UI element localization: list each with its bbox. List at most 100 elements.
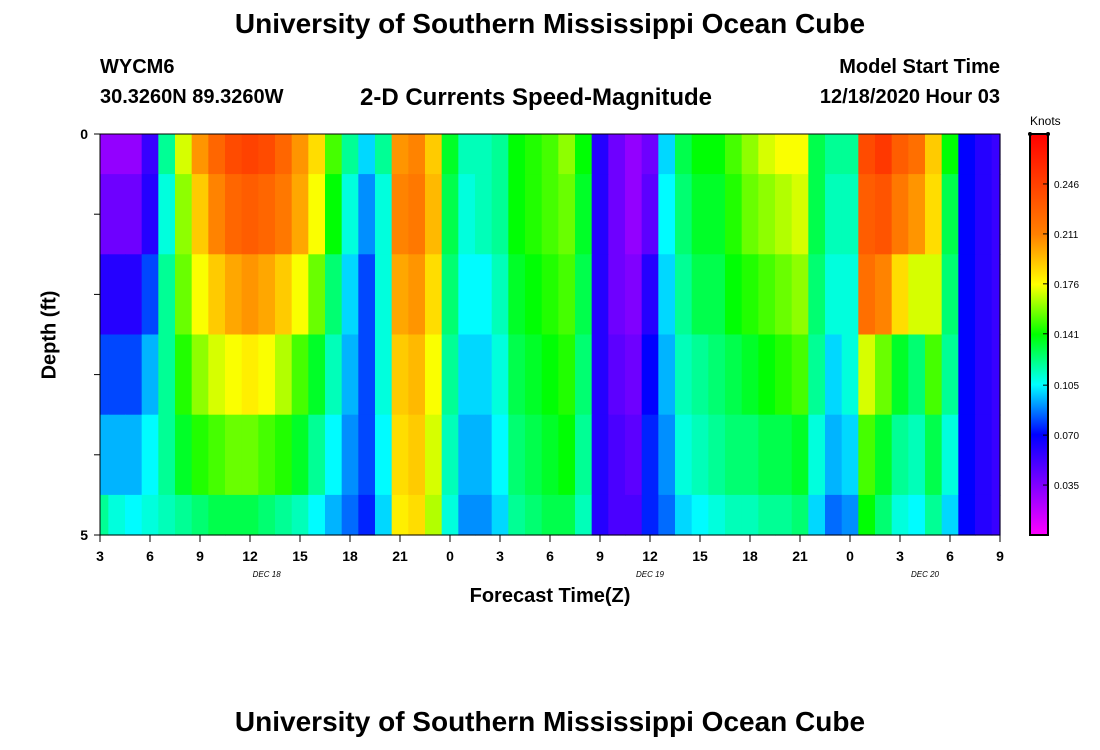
heatmap-cell (191, 334, 209, 416)
heatmap-cell (575, 494, 593, 536)
heatmap-cell (675, 174, 693, 255)
colorbar-units-label: Knots (1030, 114, 1061, 128)
heatmap-cell (591, 334, 609, 416)
heatmap-cell (358, 414, 376, 496)
heatmap-cell (441, 134, 459, 175)
heatmap-cell (525, 334, 543, 416)
heatmap-cell (508, 414, 526, 496)
heatmap-cell (975, 414, 993, 496)
heatmap-cell (275, 334, 293, 416)
heatmap-cell (775, 494, 793, 536)
heatmap-cell (808, 254, 826, 336)
heatmap-cell (258, 414, 276, 496)
heatmap-cell (541, 254, 559, 336)
heatmap-cell (158, 414, 176, 496)
heatmap-cell (475, 334, 493, 416)
heatmap-cell (475, 414, 493, 496)
heatmap-cell (458, 134, 476, 175)
heatmap-cell (941, 174, 959, 255)
heatmap-cell (725, 134, 743, 175)
heatmap-cell (141, 334, 159, 416)
heatmap-cell (541, 494, 559, 536)
heatmap-cell (641, 174, 659, 255)
heatmap-cell (125, 334, 143, 416)
heatmap-cell (458, 334, 476, 416)
heatmap-cell (975, 134, 993, 175)
heatmap-cell (158, 334, 176, 416)
heatmap-cell (791, 494, 809, 536)
heatmap-cell (925, 254, 943, 336)
heatmap-cell (208, 414, 226, 496)
colorbar-tick-label: 0.035 (1054, 481, 1079, 492)
colorbar-tick-label: 0.176 (1054, 280, 1079, 291)
heatmap-cell (275, 174, 293, 255)
heatmap-cell (358, 254, 376, 336)
heatmap-cell (408, 174, 426, 255)
heatmap-cell (291, 494, 309, 536)
chart-subtitle: 2-D Currents Speed-Magnitude (360, 84, 713, 111)
heatmap-cell (858, 494, 876, 536)
heatmap-cell (241, 174, 259, 255)
heatmap-cell (291, 334, 309, 416)
heatmap-cell (725, 334, 743, 416)
heatmap-cell (891, 254, 909, 336)
heatmap-cell (841, 134, 859, 175)
heatmap-cell (358, 494, 376, 536)
heatmap-cell (491, 254, 509, 336)
heatmap-cell (958, 254, 976, 336)
heatmap-cell (125, 414, 143, 496)
heatmap-cell (808, 494, 826, 536)
heatmap-cell (725, 174, 743, 255)
heatmap-cell (191, 494, 209, 536)
heatmap-cell (708, 414, 726, 496)
heatmap-cell (541, 174, 559, 255)
heatmap-cell (241, 134, 259, 175)
heatmap-cell (991, 134, 1001, 175)
heatmap-cell (741, 134, 759, 175)
heatmap-cell (541, 414, 559, 496)
heatmap-cell (591, 254, 609, 336)
heatmap-cell (175, 414, 193, 496)
heatmap-cell (691, 414, 709, 496)
heatmap-cell (925, 414, 943, 496)
heatmap-cell (125, 254, 143, 336)
heatmap-cell (558, 334, 576, 416)
heatmap-cell (758, 174, 776, 255)
heatmap-cell (341, 334, 359, 416)
heatmap-cell (941, 134, 959, 175)
heatmap-cell (191, 174, 209, 255)
heatmap-cell (591, 134, 609, 175)
heatmap-cell (258, 254, 276, 336)
heatmap-cell (325, 134, 343, 175)
heatmap-cell (100, 494, 109, 536)
heatmap-cell (841, 414, 859, 496)
heatmap-cell (941, 334, 959, 416)
heatmap-cell (875, 254, 893, 336)
heatmap-cell (225, 414, 243, 496)
heatmap-cell (475, 134, 493, 175)
heatmap-cell (275, 254, 293, 336)
heatmap-cell (758, 334, 776, 416)
heatmap-cell (141, 134, 159, 175)
heatmap-cell (458, 414, 476, 496)
heatmap-cell (758, 254, 776, 336)
heatmap-cell (391, 174, 409, 255)
heatmap-cell (208, 494, 226, 536)
heatmap-cell (741, 334, 759, 416)
heatmap-cell (308, 334, 326, 416)
chart-axes: 3 6 9 12 15 18 21 0 3 6 9 12 15 18 21 0 3 6 9 DEC 18 DEC 19 D… (80, 126, 1004, 579)
colorbar-marker (1046, 132, 1050, 136)
heatmap-cell (775, 334, 793, 416)
heatmap-cell (291, 254, 309, 336)
heatmap-cell (375, 174, 393, 255)
heatmap-cell (791, 174, 809, 255)
heatmap-cell (941, 254, 959, 336)
heatmap-cell (191, 134, 209, 175)
colorbar-tick-label: 0.246 (1054, 180, 1079, 191)
heatmap-cell (158, 494, 176, 536)
heatmap-cell (458, 254, 476, 336)
heatmap-cell (175, 134, 193, 175)
x-tick-label: 0 (846, 548, 854, 564)
heatmap-cell (358, 334, 376, 416)
heatmap-cell (958, 334, 976, 416)
